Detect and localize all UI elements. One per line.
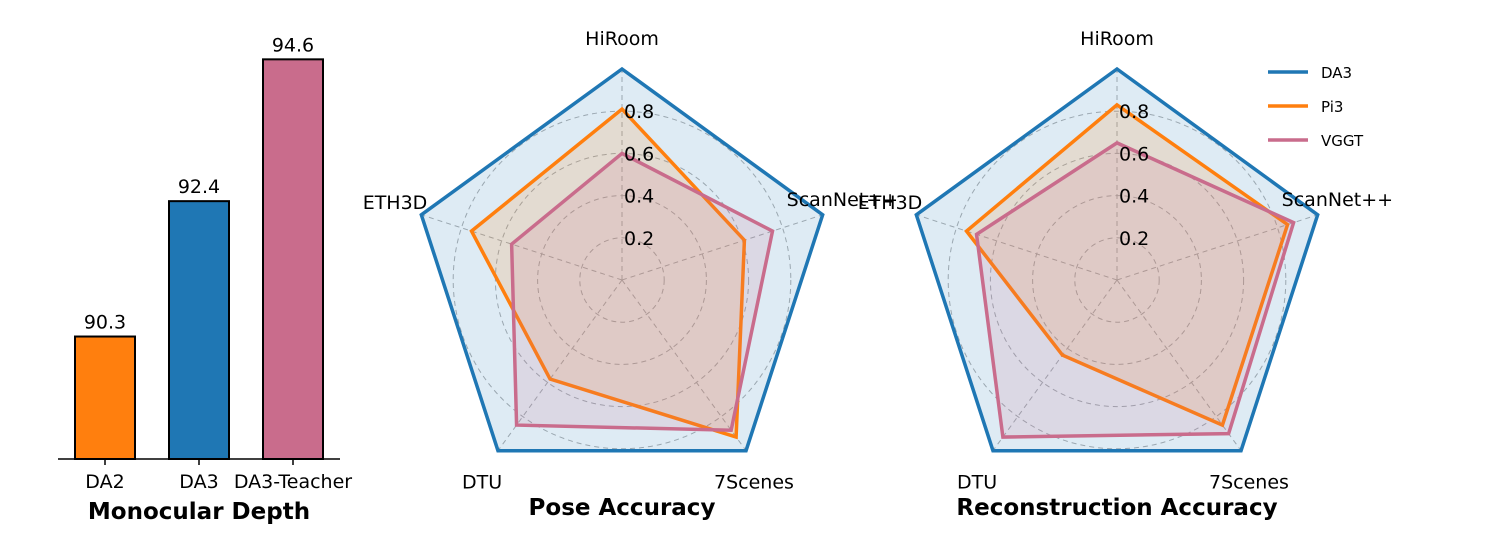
grid-circle xyxy=(579,237,665,323)
monocular-depth-bar-chart: 90.3 DA2 92.4 DA3 94.6 DA3-Teacher Monocular D… xyxy=(58,34,352,525)
axis-label-7scenes: 7Scenes xyxy=(1209,472,1289,494)
grid-circle xyxy=(1074,237,1160,323)
r-tick-label: 0.4 xyxy=(1119,186,1149,208)
r-tick-label: 0.2 xyxy=(624,228,654,250)
r-tick-label: 0.4 xyxy=(624,186,654,208)
r-tick-label: 0.2 xyxy=(1119,228,1149,250)
spoke-eth3d xyxy=(421,214,623,281)
series-vggt xyxy=(509,151,775,433)
r-tick-label: 0.6 xyxy=(624,143,654,165)
axis-label-hiroom: HiRoom xyxy=(585,28,659,50)
axis-label-7scenes: 7Scenes xyxy=(714,472,794,494)
series-pi3 xyxy=(469,106,747,440)
series-da3 xyxy=(419,66,825,453)
chart-title: Monocular Depth xyxy=(88,499,310,525)
bar-da2 xyxy=(74,335,136,460)
axis-label-eth3d: ETH3D xyxy=(858,192,923,214)
spoke-7scenes xyxy=(1116,279,1242,451)
axis-label-eth3d: ETH3D xyxy=(363,192,428,214)
spoke-scannet xyxy=(1116,214,1318,281)
series-da3 xyxy=(914,66,1320,453)
value-label-da3: 92.4 xyxy=(178,176,220,198)
bar-da3 xyxy=(168,200,230,460)
value-label-da2: 90.3 xyxy=(84,312,126,334)
category-label-da2: DA2 xyxy=(85,471,124,493)
r-tick-label: 0.8 xyxy=(624,101,654,123)
pose-accuracy-radar-chart: 0.2 0.4 0.6 0.8 HiRoom ScanNet++ 7Scenes DTU ETH… xyxy=(363,28,898,521)
axis-label-scannet: ScanNet++ xyxy=(1282,189,1393,211)
spoke-7scenes xyxy=(621,279,747,451)
bar-da3-teacher xyxy=(262,58,324,460)
spoke-dtu xyxy=(992,279,1118,451)
legend-label-pi3: Pi3 xyxy=(1321,98,1343,116)
value-label-da3-teacher: 94.6 xyxy=(272,34,314,56)
axis-label-dtu: DTU xyxy=(462,472,502,494)
series-vggt xyxy=(974,140,1296,439)
axis-label-hiroom: HiRoom xyxy=(1080,28,1154,50)
legend: DA3 Pi3 VGGT xyxy=(1268,64,1364,150)
chart-title: Pose Accuracy xyxy=(529,495,716,521)
legend-label-vggt: VGGT xyxy=(1321,132,1364,150)
spoke-eth3d xyxy=(916,214,1118,281)
category-label-da3-teacher: DA3-Teacher xyxy=(234,471,352,493)
axis-label-dtu: DTU xyxy=(957,472,997,494)
grid-circle xyxy=(947,110,1287,450)
legend-label-da3: DA3 xyxy=(1321,64,1352,82)
chart-title: Reconstruction Accuracy xyxy=(956,495,1277,521)
spoke-dtu xyxy=(497,279,623,451)
spoke-scannet xyxy=(621,214,823,281)
category-label-da3: DA3 xyxy=(179,471,218,493)
axis-label-scannet: ScanNet++ xyxy=(787,189,898,211)
r-tick-label: 0.8 xyxy=(1119,101,1149,123)
reconstruction-accuracy-radar-chart: 0.2 0.4 0.6 0.8 HiRoom ScanNet++ 7Scenes DTU ETH… xyxy=(858,28,1393,521)
r-tick-label: 0.6 xyxy=(1119,143,1149,165)
